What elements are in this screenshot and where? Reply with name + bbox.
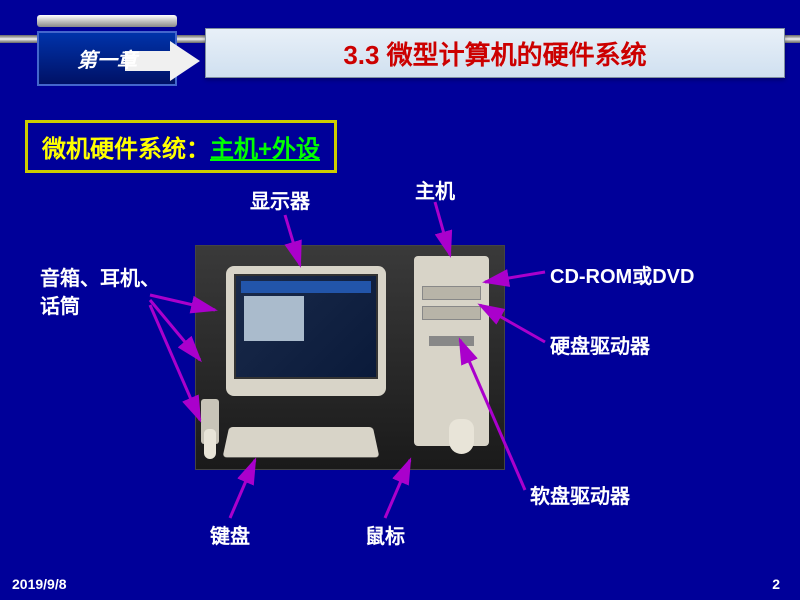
footer-date: 2019/9/8 [12, 576, 67, 592]
label-floppy: 软盘驱动器 [530, 480, 630, 509]
mouse-shape [449, 419, 474, 454]
label-speaker: 音箱、耳机、话筒 [40, 265, 170, 321]
arrow-speaker-3 [150, 305, 200, 420]
computer-illustration [195, 245, 505, 470]
keyboard-shape [223, 427, 380, 457]
chapter-sign: 第一章 [25, 15, 190, 100]
title-text: 3.3 微型计算机的硬件系统 [343, 35, 646, 72]
microphone-shape [204, 429, 216, 459]
label-cdrom: CD-ROM或DVD [550, 260, 694, 289]
tower-shape [414, 256, 489, 446]
label-monitor: 显示器 [250, 185, 310, 214]
chapter-sign-text: 第一章 [77, 44, 137, 73]
label-host: 主机 [415, 175, 455, 204]
computer-diagram: 显示器 主机 CD-ROM或DVD 硬盘驱动器 软盘驱动器 鼠标 键盘 音箱、耳… [0, 160, 800, 560]
label-mouse: 鼠标 [365, 520, 405, 549]
monitor-shape [226, 266, 386, 396]
subtitle-prefix: 微机硬件系统： [42, 136, 210, 163]
subtitle-main: 主机+外设 [210, 136, 320, 163]
footer-page: 2 [772, 576, 780, 592]
label-hdd: 硬盘驱动器 [550, 330, 650, 359]
title-bar: 3.3 微型计算机的硬件系统 [205, 28, 785, 78]
label-keyboard: 键盘 [210, 520, 250, 549]
